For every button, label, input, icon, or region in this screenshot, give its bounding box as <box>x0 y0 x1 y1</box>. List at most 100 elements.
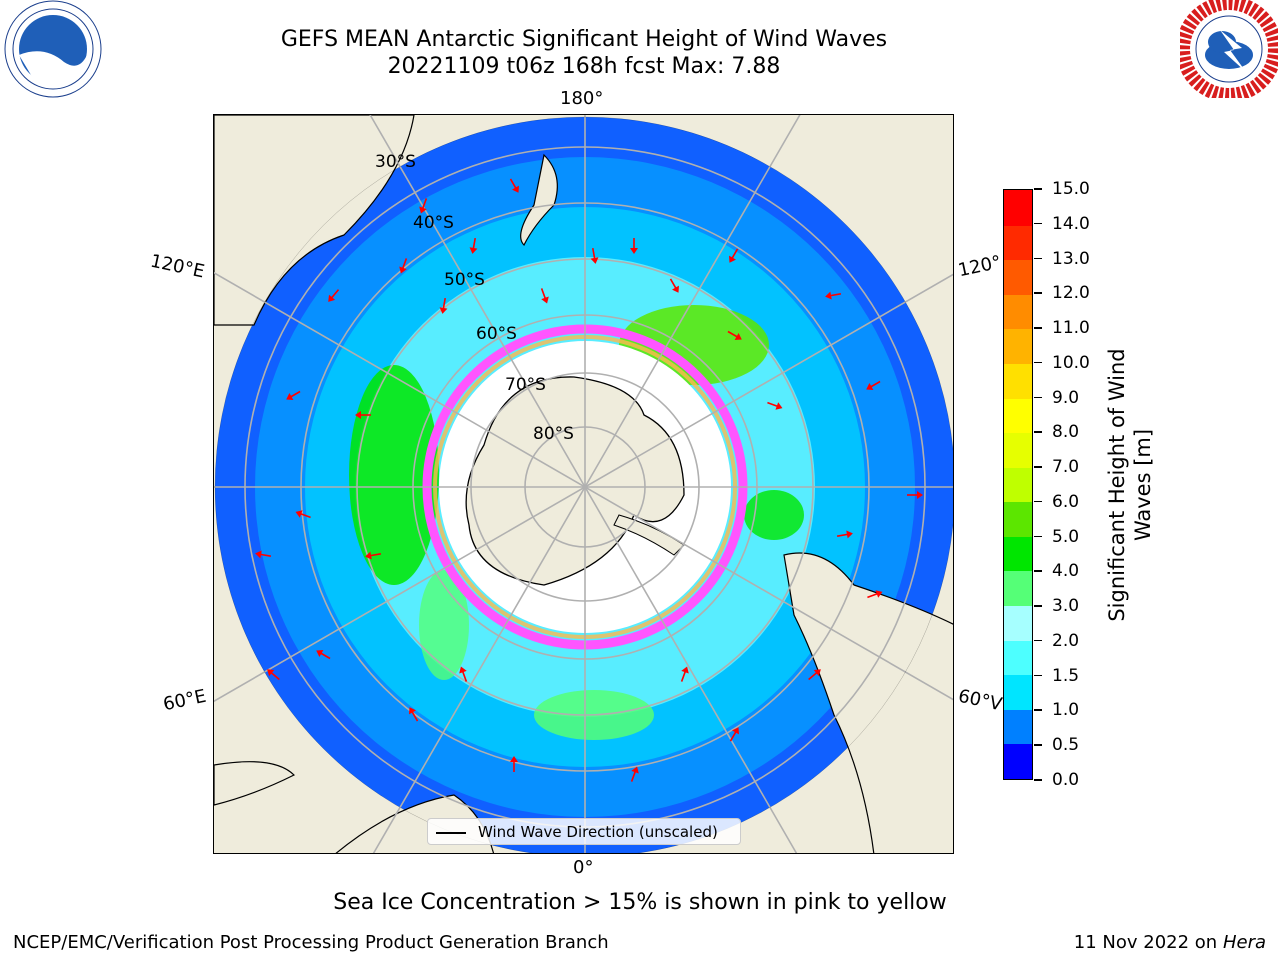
colorbar-segment <box>1004 674 1032 710</box>
colorbar-tick-label: 12.0 <box>1052 283 1090 304</box>
colorbar-title: Significant Height of Wind Waves [m] <box>1104 348 1156 621</box>
wave-direction-arrow <box>469 237 478 254</box>
wave-direction-arrow <box>867 590 883 599</box>
colorbar-tick <box>1034 500 1042 503</box>
colorbar-segment <box>1004 708 1032 745</box>
wave-direction-arrow <box>836 530 853 539</box>
south-america-land <box>783 552 953 853</box>
wave-direction-arrow <box>680 666 689 682</box>
wave-high-east <box>744 490 804 540</box>
noaa-logo <box>4 0 102 98</box>
wave-direction-arrow <box>630 238 638 254</box>
lat-label-80s: 80°S <box>533 424 574 444</box>
wave-direction-arrow <box>510 756 518 772</box>
wave-direction-arrow <box>286 390 301 400</box>
colorbar-title-line1: Significant Height of Wind <box>1105 348 1129 622</box>
map-panel <box>213 114 954 854</box>
colorbar-segment <box>1004 570 1032 607</box>
australia-land <box>214 115 415 326</box>
colorbar-segment <box>1004 466 1032 503</box>
colorbar-segment <box>1004 190 1032 226</box>
colorbar-tick <box>1034 257 1042 260</box>
lon-label-120w: 120° <box>956 251 1004 282</box>
colorbar-tick <box>1034 535 1042 538</box>
colorbar-segment <box>1004 293 1032 330</box>
wave-direction-arrow <box>540 288 549 304</box>
colorbar-tick-label: 14.0 <box>1052 213 1090 234</box>
colorbar-tick <box>1034 605 1042 607</box>
wave-direction-arrow <box>630 766 639 782</box>
legend-line-swatch <box>436 832 466 834</box>
wave-direction-arrow <box>808 669 821 681</box>
map-boundary <box>214 116 953 853</box>
chart-title: GEFS MEAN Antarctic Significant Height o… <box>280 27 888 52</box>
colorbar-tick <box>1034 674 1042 677</box>
wave-direction-arrow <box>328 289 340 302</box>
colorbar-tick <box>1034 639 1042 642</box>
sea-ice-note: Sea Ice Concentration > 15% is shown in … <box>333 890 947 915</box>
colorbar-tick <box>1034 396 1042 399</box>
colorbar-segment <box>1004 397 1032 434</box>
colorbar-tick <box>1034 779 1042 781</box>
colorbar-segment <box>1004 501 1032 537</box>
wave-direction-arrow <box>907 491 923 499</box>
wave-high-west <box>349 365 439 585</box>
colorbar-tick <box>1034 188 1042 190</box>
colorbar-tick <box>1034 327 1042 329</box>
colorbar-segment <box>1004 259 1032 295</box>
colorbar-segment <box>1004 535 1032 572</box>
lon-label-0: 0° <box>573 857 594 878</box>
wave-direction-arrow <box>439 297 448 314</box>
wave-direction-arrow <box>316 650 331 660</box>
wave-direction-arrow <box>590 247 599 264</box>
wave-direction-arrow <box>825 291 842 300</box>
colorbar-tick-label: 2.0 <box>1052 630 1080 651</box>
colorbar-tick-label: 8.0 <box>1052 422 1080 443</box>
colorbar-tick-label: 9.0 <box>1052 387 1080 408</box>
colorbar-tick <box>1034 222 1042 225</box>
colorbar-segment <box>1004 743 1032 779</box>
colorbar-segment <box>1004 362 1032 399</box>
wave-direction-arrow <box>866 380 881 390</box>
colorbar-segment <box>1004 432 1032 468</box>
colorbar-tick <box>1034 744 1042 746</box>
wave-direction-arrow <box>295 510 311 519</box>
map-legend: Wind Wave Direction (unscaled) <box>427 818 741 845</box>
wave-direction-arrow <box>365 551 382 560</box>
colorbar-tick-label: 11.0 <box>1052 318 1090 339</box>
madagascar-land <box>214 761 296 806</box>
chart-subtitle: 20221109 t06z 168h fcst Max: 7.88 <box>387 54 781 79</box>
colorbar-tick <box>1034 709 1042 711</box>
colorbar-tick-label: 5.0 <box>1052 526 1080 547</box>
wave-direction-arrow <box>729 248 739 263</box>
lat-label-30s: 30°S <box>375 152 416 172</box>
nws-logo <box>1176 0 1280 102</box>
wave-direction-arrow <box>267 669 280 681</box>
colorbar-segment <box>1004 224 1032 261</box>
lon-label-120e: 120°E <box>148 250 207 283</box>
colorbar-title-line2: Waves [m] <box>1131 428 1155 542</box>
colorbar-tick-label: 0.5 <box>1052 735 1080 756</box>
lat-label-40s: 40°S <box>413 213 454 233</box>
colorbar-tick-label: 0.0 <box>1052 770 1080 790</box>
wave-direction-arrow <box>355 411 371 419</box>
wave-direction-arrow <box>459 666 468 682</box>
footer-date-text: 11 Nov 2022 on <box>1073 932 1218 953</box>
colorbar-tick-label: 7.0 <box>1052 457 1080 478</box>
graticule-meridian <box>214 273 953 703</box>
colorbar-tick-label: 3.0 <box>1052 596 1080 617</box>
colorbar <box>1003 189 1033 780</box>
colorbar-tick <box>1034 431 1042 433</box>
colorbar-tick-label: 13.0 <box>1052 248 1090 269</box>
footer-credit: NCEP/EMC/Verification Post Processing Pr… <box>13 932 609 953</box>
legend-label: Wind Wave Direction (unscaled) <box>478 823 718 841</box>
wave-direction-arrow <box>729 727 739 742</box>
footer-date: 11 Nov 2022 on Hera <box>1074 932 1266 953</box>
colorbar-tick-label: 1.0 <box>1052 700 1080 721</box>
polar-map <box>214 115 953 853</box>
colorbar-segment <box>1004 328 1032 364</box>
lon-label-180: 180° <box>560 88 604 109</box>
lat-label-60s: 60°S <box>476 324 517 344</box>
colorbar-segment <box>1004 639 1032 676</box>
wave-direction-arrow <box>409 707 419 722</box>
